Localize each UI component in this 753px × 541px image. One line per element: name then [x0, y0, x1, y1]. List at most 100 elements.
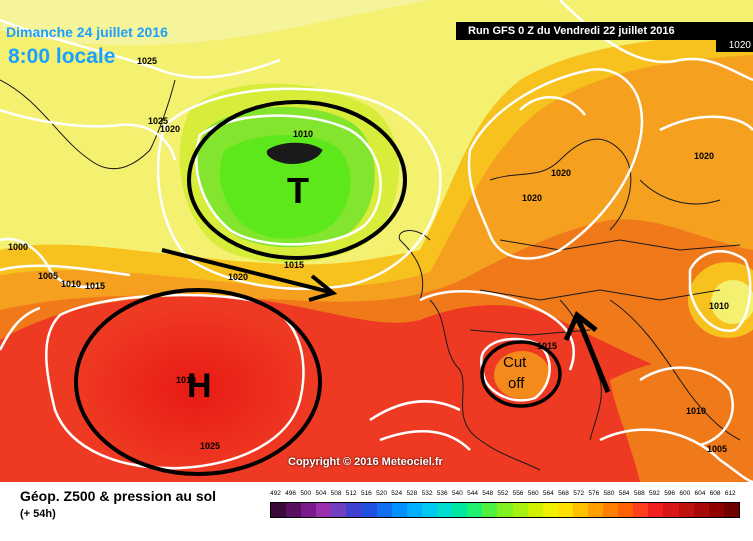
z500-high-core: [75, 305, 315, 475]
scale-label: 588: [633, 490, 645, 497]
isobar-1020-scand-inner: [519, 96, 586, 116]
legend-panel: Géop. Z500 & pression au sol (+ 54h) 492…: [0, 482, 753, 541]
scale-label: 532: [421, 490, 433, 497]
iberia-france-coast: [429, 299, 541, 471]
scale-swatch: [452, 503, 468, 517]
scale-label: 520: [376, 490, 387, 497]
iso-label: 1025: [200, 441, 220, 451]
map-canvas: T H Cut off 1025 1025 1020 1010 1000 100…: [0, 0, 753, 482]
cutoff-label-1: Cut: [503, 354, 527, 371]
scale-swatch: [678, 503, 694, 517]
scale-label: 540: [451, 490, 463, 497]
borders-north: [499, 239, 741, 251]
isobar-1010-southeast: [639, 366, 734, 447]
z500-pale-yellow-zone: [0, 0, 430, 46]
scale-swatch: [723, 503, 739, 517]
scale-label: 568: [558, 490, 569, 497]
scale-label: 600: [679, 490, 691, 497]
isobar-1010-east: [688, 250, 752, 333]
isobar-1020-east: [659, 115, 753, 132]
scale-swatch: [633, 503, 649, 517]
scale-label: 612: [724, 490, 736, 497]
scale-label: 504: [315, 490, 327, 497]
scale-label: 552: [497, 490, 509, 497]
high-marker: H: [187, 367, 212, 405]
isobar-1025-high: [45, 293, 305, 470]
scale-label: 584: [618, 490, 630, 497]
isobar-1025-greenland: [0, 108, 177, 161]
greenland-coast: [0, 79, 176, 170]
high-circle: [74, 288, 322, 476]
scale-swatch: [482, 503, 498, 517]
isobar-1005-west: [0, 264, 131, 277]
isobar-1015-south: [369, 400, 461, 422]
scale-swatch: [663, 503, 679, 517]
iso-label: 1020: [694, 151, 714, 161]
run-info-extra: 1020: [716, 40, 753, 52]
isobar-1010-low: [195, 114, 382, 246]
iso-label: 1015: [85, 281, 105, 291]
scale-swatch: [391, 503, 407, 517]
iso-label: 1020: [551, 168, 571, 178]
isobars: [0, 0, 753, 482]
low-circle: [187, 100, 407, 260]
cutoff-circle: [480, 340, 562, 408]
flow-arrow-shaft: [161, 248, 331, 294]
scale-label: 524: [391, 490, 403, 497]
scale-swatch: [376, 503, 392, 517]
low-marker: T: [287, 170, 309, 211]
z500-bright-green-core: [219, 135, 351, 239]
scale-swatch: [572, 503, 588, 517]
copyright: Copyright © 2016 Meteociel.fr: [288, 456, 443, 468]
isobar-1015-mid: [419, 290, 575, 371]
flow-arrow: [161, 248, 338, 302]
scale-swatch: [286, 503, 302, 517]
scale-label: 560: [527, 490, 539, 497]
isobar-1005-southeast: [599, 428, 753, 482]
scale-label: 564: [542, 490, 554, 497]
scale-label: 492: [270, 490, 281, 497]
scale-swatch: [527, 503, 543, 517]
scale-swatch: [542, 503, 558, 517]
scale-swatch: [467, 503, 483, 517]
scale-swatch: [618, 503, 634, 517]
scale-label: 528: [406, 490, 418, 497]
scale-swatch: [271, 503, 287, 517]
iso-label: 1015: [284, 260, 304, 270]
cutoff-arrow: [563, 311, 611, 393]
flow-arrow-head: [308, 274, 338, 302]
isobar-1000-west: [0, 237, 101, 289]
scale-swatch: [603, 503, 619, 517]
scale-swatch: [421, 503, 438, 517]
scale-swatch: [587, 503, 604, 517]
scale-label: 576: [588, 490, 600, 497]
scale-swatch: [361, 503, 377, 517]
iceland-land: [266, 142, 323, 164]
scale-label: 512: [345, 490, 357, 497]
scale-label: 580: [603, 490, 615, 497]
scale-swatch: [708, 503, 724, 517]
coastlines: [0, 79, 741, 471]
iso-label: 1020: [160, 124, 180, 134]
scale-labels: 492 496 500 504 508 512 516 520 524 528 532 536 540 5…: [270, 490, 740, 502]
scale-label: 596: [664, 490, 676, 497]
legend-title: Géop. Z500 & pression au sol: [20, 488, 217, 504]
cutoff-arrow-shaft: [575, 317, 611, 393]
iso-label: 1010: [293, 129, 313, 139]
iso-label: 1015: [537, 341, 557, 351]
borders-central: [479, 289, 721, 301]
isobar-1015-south2: [379, 430, 471, 451]
isobar-1020-high-west: [0, 306, 41, 351]
cutoff-label-2: off: [508, 375, 525, 392]
isobar-1025-north: [0, 18, 281, 79]
scale-swatch: [437, 503, 453, 517]
iso-label: 1000: [8, 242, 28, 252]
scale-swatch: [346, 503, 362, 517]
iso-label: 1010: [176, 375, 196, 385]
scale-swatch: [301, 503, 317, 517]
scale-swatch: [316, 503, 332, 517]
scale-label: 516: [360, 490, 372, 497]
scale-swatch: [648, 503, 664, 517]
scale-label: 572: [573, 490, 585, 497]
iso-label: 1020: [522, 193, 542, 203]
